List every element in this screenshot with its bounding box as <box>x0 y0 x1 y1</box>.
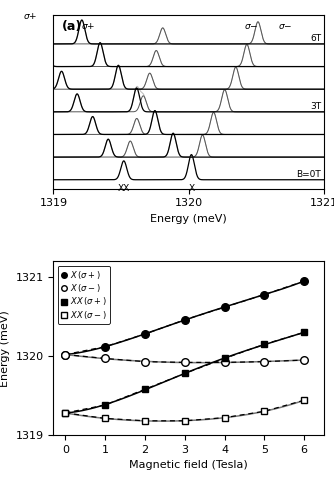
Y-axis label: Energy (meV): Energy (meV) <box>0 310 10 386</box>
Text: 6T: 6T <box>310 34 321 43</box>
Text: (a): (a) <box>61 20 82 33</box>
Legend: $X\,(\sigma+)$, $X\,(\sigma-)$, $XX\,(\sigma+)$, $XX\,(\sigma-)$: $X\,(\sigma+)$, $X\,(\sigma-)$, $XX\,(\s… <box>57 266 110 324</box>
Text: 3T: 3T <box>310 102 321 111</box>
Text: $\sigma$+: $\sigma$+ <box>23 11 38 21</box>
Text: $\sigma$−: $\sigma$− <box>278 22 292 32</box>
Text: $\sigma$−: $\sigma$− <box>244 22 259 32</box>
Text: (b): (b) <box>61 266 82 280</box>
Text: X: X <box>188 184 194 194</box>
X-axis label: Magnetic field (Tesla): Magnetic field (Tesla) <box>129 460 248 470</box>
X-axis label: Energy (meV): Energy (meV) <box>150 214 227 224</box>
Text: XX: XX <box>118 184 130 194</box>
Text: B=0T: B=0T <box>297 170 321 179</box>
Text: $\sigma$+: $\sigma$+ <box>81 22 96 32</box>
